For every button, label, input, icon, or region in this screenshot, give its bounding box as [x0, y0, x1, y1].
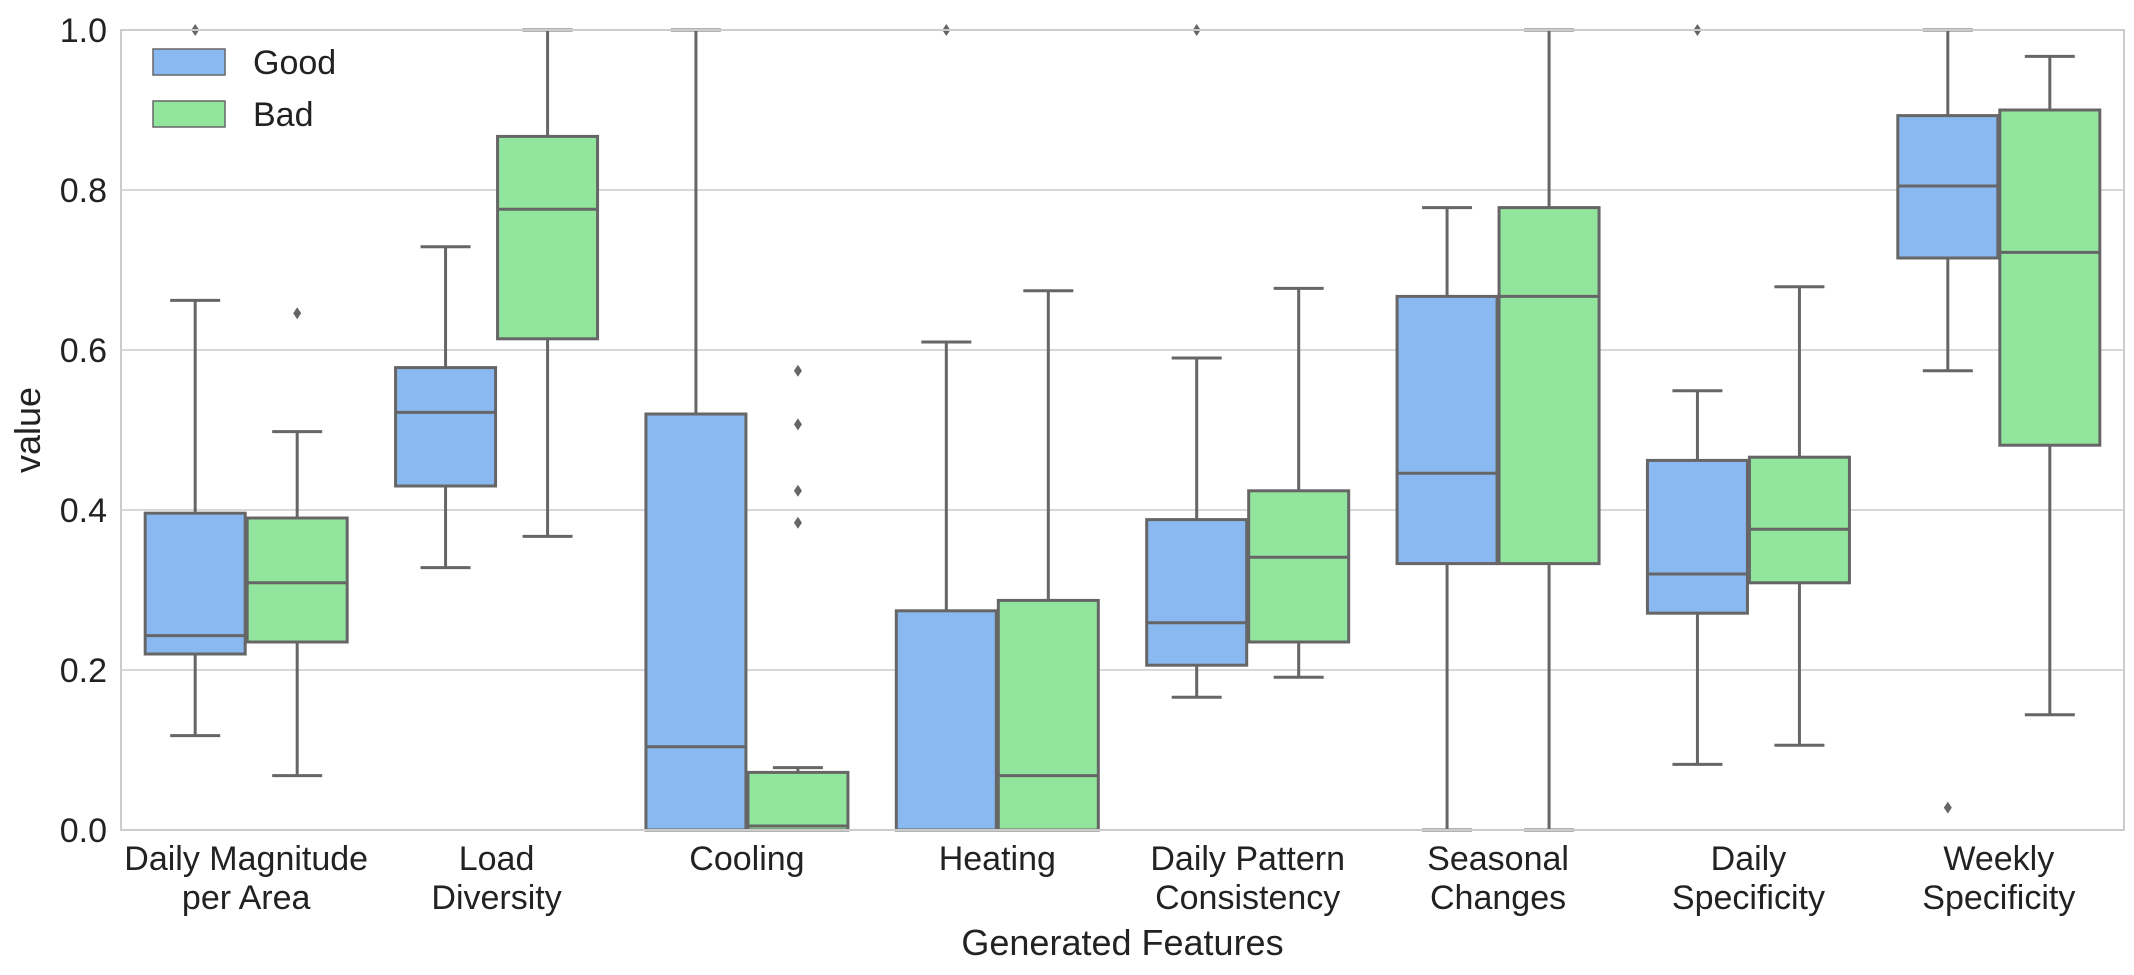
- y-tick-label: 1.0: [60, 12, 107, 50]
- box-iqr: [394, 366, 498, 488]
- legend: Good Bad: [152, 44, 336, 134]
- y-axis-label: value: [7, 387, 48, 473]
- outlier-point: [793, 418, 802, 431]
- box-bad: [245, 307, 349, 778]
- x-tick-label: Seasonal Changes: [1427, 840, 1569, 917]
- x-axis-ticks: Daily Magnitude per Area Load Diversity Cool…: [124, 840, 2075, 917]
- outlier-point: [293, 307, 302, 320]
- box-good: [1896, 28, 2000, 814]
- box-iqr: [1145, 518, 1249, 667]
- legend-swatch-bad: [152, 100, 226, 128]
- box-bad: [1247, 286, 1351, 679]
- box-bad: [1497, 28, 1601, 832]
- box-good: [1645, 24, 1749, 766]
- legend-label-bad: Bad: [253, 96, 314, 134]
- x-tick-label: Daily Pattern Consistency: [1150, 840, 1345, 917]
- y-tick-label: 0.0: [60, 812, 107, 850]
- box-iqr: [1497, 206, 1601, 566]
- box-bad: [1747, 285, 1851, 747]
- plot-frame: [120, 29, 2125, 831]
- x-tick-label: Daily Specificity: [1672, 840, 1825, 917]
- outlier-point: [1943, 801, 1952, 814]
- box-bad: [1998, 54, 2102, 717]
- y-tick-label: 0.2: [60, 652, 107, 690]
- outlier-point: [793, 364, 802, 377]
- box-good: [1395, 206, 1499, 832]
- x-tick-label: Cooling: [689, 840, 804, 878]
- box-iqr: [894, 609, 998, 832]
- y-tick-label: 0.8: [60, 172, 107, 210]
- box-iqr: [1998, 108, 2102, 447]
- box-good: [644, 28, 748, 832]
- x-tick-label: Load Diversity: [431, 840, 561, 917]
- box-iqr: [1747, 455, 1851, 585]
- x-axis-label: Generated Features: [961, 922, 1283, 963]
- box-bad: [746, 364, 850, 832]
- box-good: [394, 245, 498, 570]
- legend-swatch-good: [152, 48, 226, 76]
- box-good: [1145, 24, 1249, 699]
- box-iqr: [996, 598, 1100, 832]
- legend-label-good: Good: [253, 44, 336, 82]
- box-series: [143, 24, 2102, 832]
- x-tick-label: Daily Magnitude per Area: [124, 840, 368, 917]
- box-iqr: [245, 516, 349, 644]
- y-axis-ticks: 0.0 0.2 0.4 0.6 0.8 1.0: [60, 12, 107, 850]
- box-iqr: [143, 511, 247, 656]
- box-iqr: [746, 770, 850, 832]
- y-tick-label: 0.6: [60, 332, 107, 370]
- x-tick-label: Heating: [939, 840, 1056, 878]
- outlier-point: [793, 484, 802, 497]
- x-tick-label: Weekly Specificity: [1922, 840, 2075, 917]
- box-iqr: [1247, 489, 1351, 644]
- box-good: [143, 24, 247, 738]
- box-iqr: [496, 134, 600, 341]
- box-bad: [496, 28, 600, 538]
- box-iqr: [1395, 294, 1499, 566]
- box-iqr: [644, 412, 748, 832]
- box-good: [894, 24, 998, 832]
- box-iqr: [1645, 458, 1749, 615]
- y-tick-label: 0.4: [60, 492, 107, 530]
- outlier-point: [793, 516, 802, 529]
- box-bad: [996, 289, 1100, 832]
